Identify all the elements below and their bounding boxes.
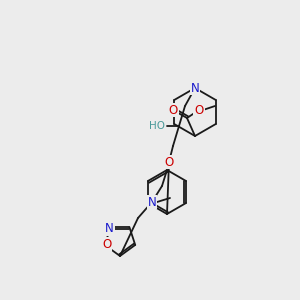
Text: N: N [105, 222, 114, 235]
Text: O: O [102, 238, 111, 251]
Text: HO: HO [149, 121, 165, 131]
Text: N: N [148, 196, 156, 208]
Text: O: O [194, 103, 204, 116]
Text: O: O [164, 155, 174, 169]
Text: N: N [190, 82, 200, 94]
Text: O: O [168, 103, 178, 116]
